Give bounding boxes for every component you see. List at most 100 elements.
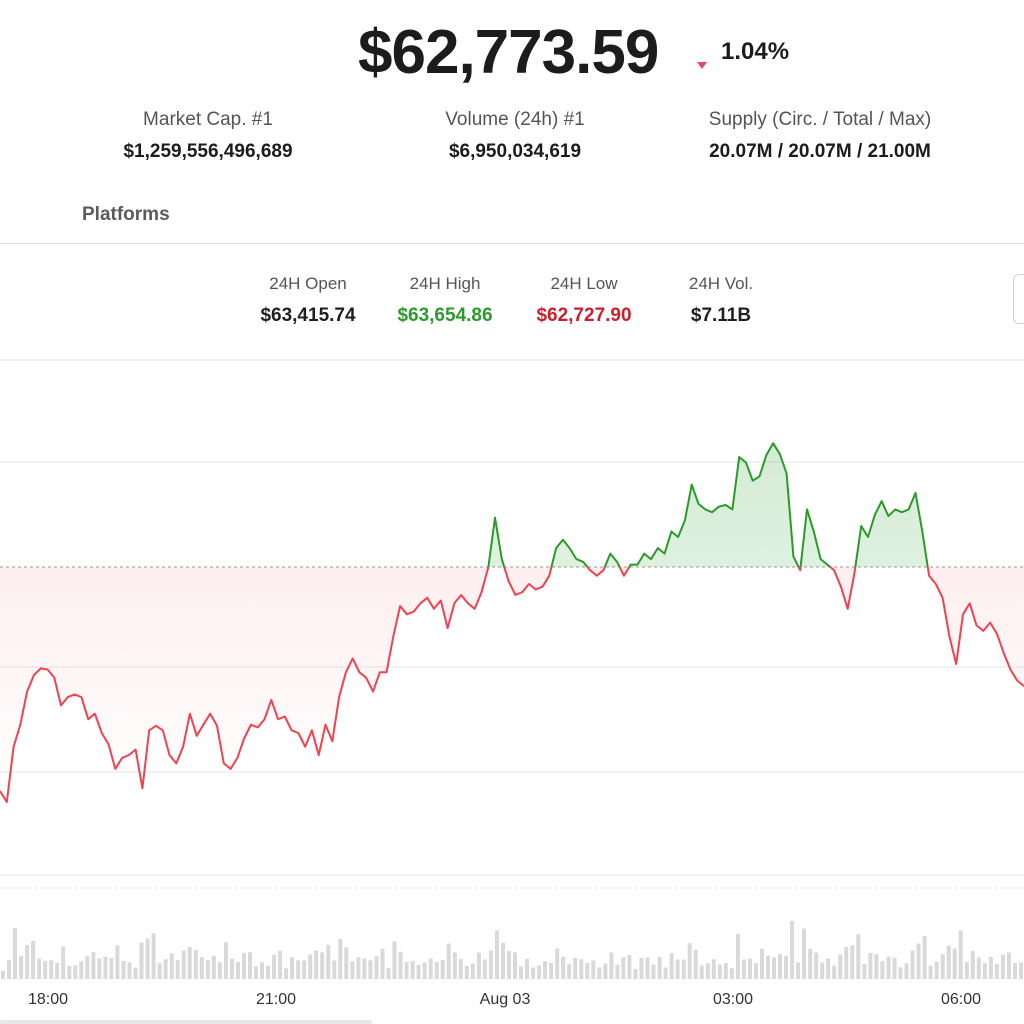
volume-bar [729, 968, 734, 979]
volume-bar [494, 930, 499, 979]
divider [0, 243, 1024, 244]
volume-bar [741, 959, 746, 979]
volume-bar [115, 945, 120, 980]
volume-bar [693, 949, 698, 980]
volume-bar [609, 952, 614, 979]
ohlc-vol: 24H Vol. $7.11B [651, 274, 791, 328]
volume-bar [320, 952, 325, 980]
volume-bar [982, 962, 987, 980]
volume-bar [699, 965, 704, 979]
volume-bar [627, 955, 632, 979]
volume-bar [838, 954, 843, 979]
price-chart[interactable] [0, 355, 1024, 995]
volume-bar [434, 962, 439, 979]
volume-bar [67, 965, 72, 980]
volume-bar [1000, 954, 1005, 980]
volume-bar [651, 964, 656, 979]
volume-bar [645, 957, 650, 979]
ohlc-high: 24H High $63,654.86 [375, 274, 515, 328]
volume-bar [657, 957, 662, 979]
volume-bar [235, 962, 240, 979]
volume-bar [157, 963, 162, 979]
volume-bar [1, 971, 5, 979]
tab-platforms[interactable]: Platforms [82, 204, 170, 225]
volume-bar [814, 952, 819, 979]
volume-bar [326, 944, 331, 980]
chart-options-button[interactable] [1013, 274, 1024, 324]
volume-bar [25, 945, 30, 979]
volume-bar [675, 959, 680, 979]
volume-bar [121, 961, 126, 979]
volume-bar [1013, 963, 1017, 979]
volume-bar [37, 958, 42, 979]
volume-bar [91, 952, 96, 979]
volume-bar [501, 942, 505, 980]
volume-bar [199, 957, 204, 979]
ohlc-value: $63,654.86 [397, 305, 493, 326]
volume-bar [525, 958, 529, 980]
volume-bar [254, 966, 258, 980]
volume-bar [278, 950, 283, 980]
volume-bar [868, 953, 873, 979]
stat-value: $1,259,556,496,689 [123, 141, 293, 162]
volume-bar [308, 954, 313, 979]
volume-bar [380, 948, 385, 980]
volume-bar [1006, 952, 1011, 979]
stat-label: Supply (Circ. / Total / Max) [708, 109, 932, 130]
volume-bar [808, 949, 813, 979]
volume-bar [856, 934, 861, 980]
volume-bar [61, 946, 66, 979]
ohlc-label: 24H Low [550, 274, 618, 293]
volume-bar [621, 957, 626, 980]
volume-bar [537, 965, 542, 980]
volume-bar [386, 968, 391, 979]
volume-bar [549, 963, 554, 979]
volume-bar [404, 961, 409, 980]
volume-bar [850, 945, 855, 980]
volume-bar [663, 967, 668, 979]
volume-bar [603, 963, 608, 979]
volume-bar [103, 956, 108, 980]
ohlc-label: 24H Vol. [688, 274, 754, 293]
volume-bar [579, 959, 584, 980]
volume-bar [79, 961, 84, 980]
volume-bar [784, 955, 789, 980]
volume-bar [934, 961, 939, 980]
volume-bar [669, 953, 674, 979]
x-tick-label: 18:00 [27, 991, 69, 1008]
volume-bar [49, 960, 54, 979]
volume-bar [513, 952, 517, 980]
ohlc-label: 24H Open [269, 274, 347, 293]
volume-bar [410, 961, 415, 980]
ohlc-open: 24H Open $63,415.74 [238, 274, 378, 328]
volume-bar [519, 966, 523, 980]
volume-bar [832, 965, 837, 979]
ohlc-value: $62,727.90 [536, 305, 632, 326]
volume-bar [747, 958, 752, 979]
volume-bar [862, 964, 867, 979]
volume-bar [296, 960, 301, 980]
stat-volume: Volume (24h) #1 $6,950,034,619 [375, 108, 655, 164]
volume-bar [723, 963, 728, 980]
volume-bar [1019, 962, 1023, 979]
price-header: $62,773.59 1.04% [0, 18, 1024, 88]
volume-bar [892, 957, 897, 979]
volume-bar [952, 948, 957, 979]
volume-bar [561, 956, 566, 980]
volume-bar [19, 956, 24, 979]
stat-label: Market Cap. #1 [143, 109, 273, 130]
volume-bar [820, 962, 825, 979]
volume-bar [356, 957, 361, 980]
volume-bar [223, 942, 228, 979]
volume-bars [1, 921, 1023, 980]
volume-bar [988, 957, 993, 979]
volume-bar [175, 959, 180, 980]
volume-bar [85, 956, 90, 979]
chart-scrollbar[interactable] [0, 1020, 372, 1024]
volume-bar [31, 941, 36, 979]
volume-bar [260, 962, 264, 980]
volume-bar [615, 964, 620, 980]
volume-bar [778, 954, 782, 979]
volume-bar [151, 933, 156, 980]
volume-bar [13, 928, 17, 979]
